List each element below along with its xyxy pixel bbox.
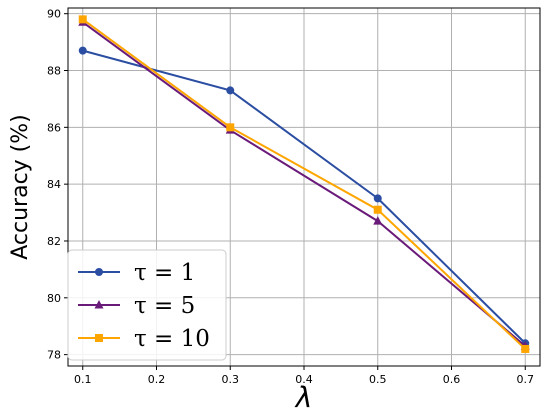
- data-point: [226, 86, 235, 95]
- data-point: [373, 194, 382, 203]
- x-axis-label: λ: [294, 381, 313, 414]
- legend-label: τ = 1: [134, 260, 195, 286]
- x-tick-label: 0.3: [222, 373, 240, 386]
- x-tick-label: 0.5: [369, 373, 387, 386]
- x-tick-label: 0.4: [295, 373, 313, 386]
- data-point: [226, 123, 235, 132]
- y-tick-label: 86: [47, 121, 61, 134]
- grid: [68, 8, 540, 366]
- legend-entry: τ = 10: [78, 326, 210, 352]
- legend: τ = 1 τ = 5 τ = 10: [67, 249, 227, 361]
- legend-label: τ = 10: [134, 326, 210, 352]
- data-point: [373, 205, 382, 214]
- y-tick-label: 90: [47, 8, 61, 21]
- y-tick-label: 88: [47, 65, 61, 78]
- y-tick-label: 80: [47, 292, 61, 305]
- series-3: [78, 15, 530, 353]
- legend-entry: τ = 1: [78, 260, 195, 286]
- data-point: [78, 15, 87, 24]
- data-point: [521, 344, 530, 353]
- data-point: [373, 216, 383, 225]
- legend-marker: [94, 300, 104, 309]
- y-axis-label: Accuracy (%): [8, 114, 33, 260]
- data-point: [78, 46, 87, 55]
- x-tick-label: 0.1: [74, 373, 92, 386]
- x-tick-label: 0.2: [148, 373, 166, 386]
- series-line: [82, 18, 526, 350]
- legend-marker: [95, 268, 103, 276]
- legend-marker: [95, 334, 103, 342]
- series-line: [82, 49, 526, 344]
- y-tick-label: 82: [47, 235, 61, 248]
- legend-entry: τ = 5: [78, 293, 195, 319]
- y-tick-label: 84: [47, 178, 61, 191]
- y-tick-label: 78: [47, 349, 61, 362]
- legend-label: τ = 5: [134, 293, 195, 319]
- series-line: [82, 21, 526, 347]
- series-layer: [78, 15, 530, 353]
- x-tick-label: 0.7: [517, 373, 535, 386]
- ticks: 0.1 0.2 0.3 0.4 0.5 0.6 0.7 78 80 82 84 86 88 90: [47, 8, 534, 386]
- x-tick-label: 0.6: [443, 373, 461, 386]
- legend-box: [67, 249, 227, 361]
